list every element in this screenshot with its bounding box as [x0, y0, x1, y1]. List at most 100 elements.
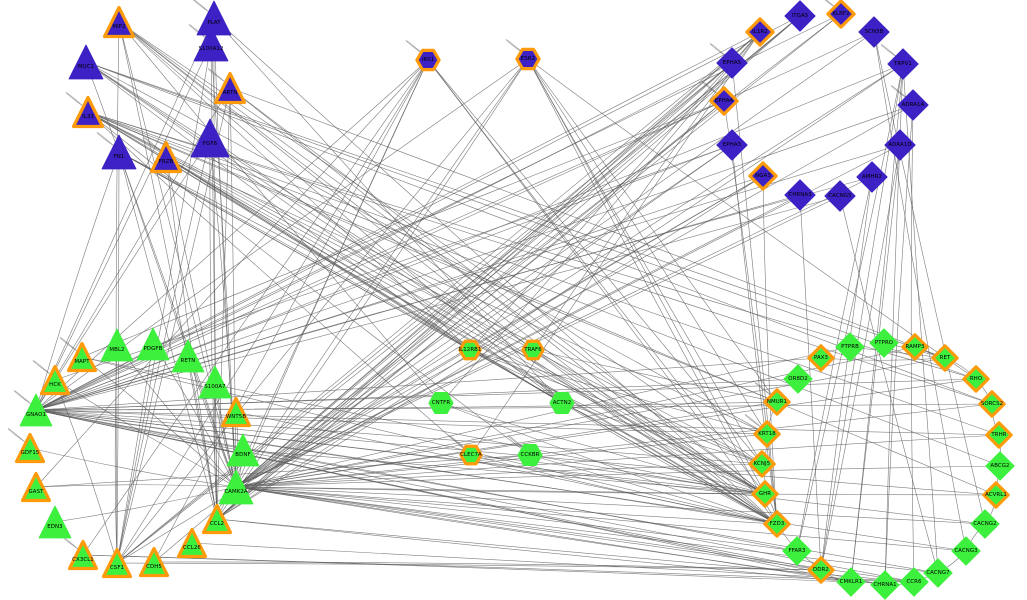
edge [207, 68, 229, 85]
graph-node-nga3[interactable]: NGA3 [747, 160, 779, 192]
graph-node-ghr[interactable]: GHR [750, 479, 780, 509]
edge [561, 402, 766, 495]
graph-node-wnt5b[interactable]: WNT5B [219, 395, 253, 429]
edge [235, 486, 798, 552]
graph-node-ret[interactable]: RET [930, 343, 960, 373]
diamond-shape [783, 364, 813, 394]
edge [165, 156, 768, 435]
edge [153, 561, 822, 571]
graph-node-itga5[interactable]: ITGA5 [784, 0, 816, 32]
graph-node-fgf6[interactable]: FGF6 [190, 118, 230, 158]
edge [210, 43, 218, 520]
graph-node-gast[interactable]: GAST [19, 470, 53, 504]
edge [82, 59, 429, 556]
graph-node-artn[interactable]: ARTN [212, 70, 248, 106]
graph-node-klrf2[interactable]: KLRF2 [825, 0, 857, 30]
graph-node-cacng5[interactable]: CACNG5 [824, 180, 856, 212]
edge [532, 349, 778, 525]
graph-node-amhr2[interactable]: AMHR2 [856, 161, 888, 193]
graph-node-trpv1[interactable]: TRPV1 [887, 48, 919, 80]
edge [81, 100, 725, 358]
graph-node-adra1d[interactable]: ADRA1D [884, 129, 916, 161]
edge [731, 144, 778, 525]
graph-node-ddr2[interactable]: DDR2 [806, 555, 836, 585]
graph-node-gdf15[interactable]: GDF15 [13, 431, 47, 465]
hexagon-shape [415, 48, 441, 72]
graph-node-pdgfb[interactable]: PDGFB [136, 327, 170, 361]
graph-node-fzd3[interactable]: FZD3 [762, 509, 792, 539]
graph-node-cmklr1[interactable]: CMKLR1 [836, 567, 866, 597]
graph-node-epha4[interactable]: EPHA4 [708, 85, 740, 117]
graph-node-abcg2[interactable]: ABCG2 [985, 451, 1015, 481]
graph-node-il1r2[interactable]: IL1R2 [744, 16, 776, 48]
graph-node-ccl26[interactable]: CCL26 [175, 526, 209, 560]
graph-node-cckbr[interactable]: CCKBR [517, 442, 543, 468]
graph-node-adra1a[interactable]: ADRA1A [897, 89, 929, 121]
graph-node-cx3cl1[interactable]: CX3CL1 [66, 538, 100, 572]
edge [96, 132, 118, 149]
graph-node-nmur1[interactable]: NMUR1 [762, 387, 792, 417]
graph-node-traf6[interactable]: TRAF6 [520, 337, 546, 363]
edge [890, 85, 912, 102]
edge [470, 454, 778, 525]
graph-node-camk2a[interactable]: CAMK2A [218, 469, 254, 505]
edge [85, 61, 563, 404]
graph-node-s100a12[interactable]: S100A12 [193, 26, 229, 62]
graph-node-ramp3[interactable]: RAMP3 [900, 332, 930, 362]
graph-node-sorcs2[interactable]: SORCS2 [977, 389, 1007, 419]
graph-node-clec7a[interactable]: CLEC7A [458, 442, 484, 468]
graph-node-acvrl1[interactable]: ACVRL1 [981, 480, 1011, 510]
graph-node-esr2[interactable]: ESR2 [514, 45, 542, 73]
graph-node-bdnf[interactable]: BDNF [226, 433, 260, 467]
graph-node-chrna1[interactable]: CHRNA1 [870, 570, 900, 600]
edge [820, 63, 904, 571]
graph-node-muc1[interactable]: MUC1 [68, 44, 104, 80]
hexagon-shape [428, 392, 454, 414]
graph-node-krt18[interactable]: KRT18 [752, 419, 782, 449]
graph-node-irs1[interactable]: IRS1 [414, 46, 442, 74]
graph-node-trhr[interactable]: TRHR [984, 420, 1014, 450]
graph-node-frzb[interactable]: FRZB [148, 139, 184, 175]
graph-node-epha5[interactable]: EPHA5 [716, 47, 748, 79]
graph-node-cntfr[interactable]: CNTFR [428, 390, 454, 416]
graph-node-kcnj5[interactable]: KCNJ5 [747, 449, 777, 479]
graph-node-ccr6[interactable]: CCR6 [899, 567, 929, 597]
edge [229, 87, 946, 359]
graph-node-chrna3[interactable]: CHRNA3 [784, 179, 816, 211]
triangle-shape [101, 547, 133, 579]
graph-node-scn3b[interactable]: SCN3B [858, 16, 890, 48]
edge [35, 59, 429, 488]
graph-node-csf1[interactable]: CSF1 [100, 546, 134, 580]
graph-node-actn2[interactable]: ACTN2 [549, 390, 575, 416]
graph-node-hck[interactable]: HCK [38, 363, 72, 397]
graph-node-fn1[interactable]: FN1 [101, 134, 137, 170]
graph-node-il33[interactable]: IL33 [70, 94, 106, 130]
diamond-shape [784, 179, 816, 211]
graph-node-ptpro[interactable]: PTPRO [869, 328, 899, 358]
hexagon-shape [517, 444, 543, 466]
diamond-shape [763, 388, 791, 416]
graph-node-cacng2[interactable]: CACNG2 [970, 509, 1000, 539]
diamond-shape [745, 17, 775, 47]
graph-node-s100a7[interactable]: S100A7 [198, 365, 232, 399]
graph-node-cacng3[interactable]: CACNG3 [951, 536, 981, 566]
graph-node-epha3[interactable]: EPHA3 [716, 129, 748, 161]
graph-node-gnao1[interactable]: GNAO1 [19, 393, 53, 427]
triangle-shape [39, 364, 71, 396]
edge [7, 428, 29, 445]
graph-node-edn3[interactable]: EDN3 [38, 505, 72, 539]
graph-node-cdh5[interactable]: CDH5 [137, 545, 171, 579]
graph-node-mip2[interactable]: MIP2 [101, 4, 137, 40]
edge [754, 382, 776, 399]
triangle-shape [19, 393, 53, 427]
hexagon-shape [459, 444, 483, 466]
edge [527, 58, 763, 465]
edge [35, 175, 764, 411]
edge [880, 44, 902, 61]
graph-node-ptprb[interactable]: PTPRB [835, 332, 865, 362]
graph-node-mbl2[interactable]: MBL2 [100, 328, 134, 362]
edge [116, 31, 761, 564]
edge [235, 463, 763, 488]
graph-node-il12rb1[interactable]: IL12RB1 [457, 337, 483, 363]
